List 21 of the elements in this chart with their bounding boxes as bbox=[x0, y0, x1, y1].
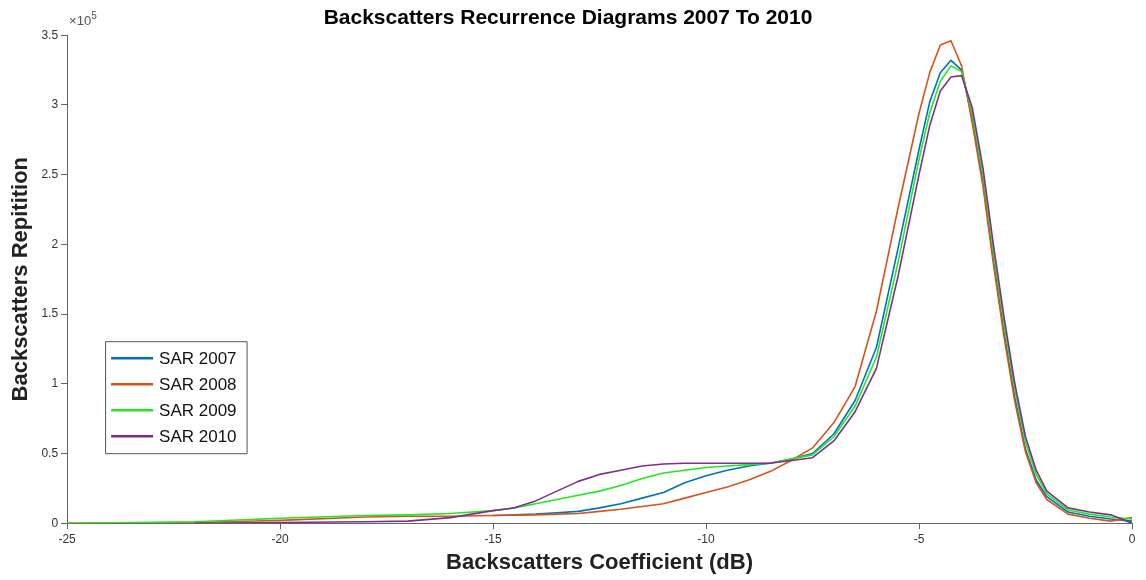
y-tick-label: 1 bbox=[51, 376, 59, 391]
y-tick-label: 1.5 bbox=[41, 306, 59, 321]
legend-label: SAR 2010 bbox=[159, 426, 237, 446]
x-tick-label: -20 bbox=[271, 531, 290, 546]
x-tick-label: 0 bbox=[1128, 531, 1136, 546]
x-tick-label: -15 bbox=[484, 531, 503, 546]
legend-label: SAR 2008 bbox=[159, 374, 237, 394]
x-tick-label: -10 bbox=[697, 531, 716, 546]
y-tick-label: 0 bbox=[51, 515, 59, 530]
y-tick-label: 2 bbox=[51, 236, 59, 251]
x-tick-label: -5 bbox=[913, 531, 925, 546]
x-axis-title: Backscatters Coefficient (dB) bbox=[446, 548, 753, 574]
legend-label: SAR 2007 bbox=[159, 348, 237, 368]
y-tick-label: 3 bbox=[51, 97, 59, 112]
y-tick-label: 3.5 bbox=[41, 27, 59, 42]
y-tick-label: 2.5 bbox=[41, 166, 59, 181]
y-tick-label: 0.5 bbox=[41, 445, 59, 460]
x-tick-label: -25 bbox=[58, 531, 77, 546]
y-axis-title: Backscatters Repitition bbox=[7, 156, 33, 402]
legend-label: SAR 2009 bbox=[159, 400, 237, 420]
chart-title: Backscatters Recurrence Diagrams 2007 To 2010 bbox=[323, 5, 813, 29]
